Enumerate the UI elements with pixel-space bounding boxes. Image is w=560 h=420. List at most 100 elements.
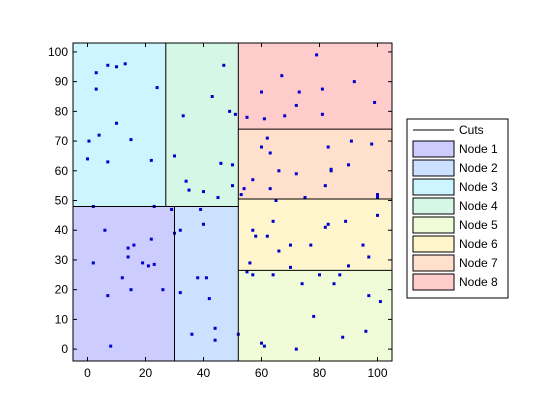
data-point (152, 262, 156, 266)
data-point (207, 297, 211, 301)
data-point (231, 163, 234, 167)
data-point (202, 190, 205, 194)
legend-label: Node 6 (459, 237, 498, 251)
data-point (373, 100, 377, 104)
data-point (349, 139, 353, 143)
data-point (289, 243, 292, 247)
x-tick-label: 80 (313, 366, 327, 380)
legend-label: Node 3 (459, 180, 498, 194)
data-point (294, 103, 298, 107)
data-point (378, 300, 382, 304)
data-point (277, 249, 281, 253)
data-point (262, 117, 266, 121)
data-point (347, 264, 350, 268)
legend-swatch-node-1 (412, 140, 455, 158)
x-tick-label: 40 (197, 366, 211, 380)
legend-swatch-node-4 (412, 197, 455, 215)
legend: Cuts Node 1 Node 2 Node 3 Node 4 Node 5 Node 6… (406, 118, 509, 299)
data-point (303, 196, 307, 200)
data-point (376, 213, 379, 217)
region-node-4 (165, 43, 239, 207)
data-point (115, 121, 118, 125)
data-point (329, 167, 333, 171)
data-point (271, 273, 275, 277)
x-tick-label: 20 (139, 366, 153, 380)
data-point (260, 145, 263, 149)
data-point (129, 138, 133, 142)
data-point (204, 276, 208, 280)
legend-label: Cuts (459, 123, 484, 137)
data-point (300, 282, 304, 286)
data-point (280, 74, 284, 78)
node-regions (73, 43, 392, 361)
data-point (190, 332, 194, 336)
data-point (242, 187, 246, 191)
x-tick-label: 60 (255, 366, 269, 380)
y-tick-label: 30 (55, 253, 69, 267)
legend-swatch-node-3 (412, 178, 455, 196)
data-point (289, 265, 292, 269)
data-point (260, 90, 263, 94)
data-point (352, 80, 356, 84)
data-point (106, 160, 110, 164)
legend-label: Node 2 (459, 161, 498, 175)
data-point (216, 196, 220, 200)
data-point (94, 71, 98, 75)
data-point (87, 139, 91, 143)
data-point (294, 172, 298, 176)
data-point (141, 261, 145, 265)
region-node-6 (238, 199, 392, 271)
data-point (103, 228, 107, 232)
data-point (312, 314, 316, 318)
plot-frame (72, 42, 393, 362)
x-tick-label: 0 (84, 366, 91, 380)
data-point (318, 273, 321, 277)
y-tick-label: 0 (61, 342, 68, 356)
legend-label: Node 5 (459, 218, 498, 232)
data-point (129, 288, 133, 292)
data-point (260, 341, 263, 345)
data-point (251, 228, 255, 232)
data-point (323, 225, 327, 229)
region-node-3 (73, 43, 166, 207)
data-point (268, 151, 272, 155)
legend-swatch-node-6 (412, 235, 455, 253)
data-point (97, 133, 101, 137)
x-axis-ticks: 0 20 40 60 80 100 (84, 43, 388, 380)
data-point (262, 344, 266, 348)
data-point (219, 161, 223, 165)
y-tick-label: 100 (48, 45, 68, 59)
data-point (109, 344, 113, 348)
data-point (178, 228, 182, 232)
data-point (115, 65, 118, 69)
data-point (297, 90, 301, 94)
data-point (376, 193, 379, 197)
data-point (309, 243, 313, 247)
region-node-2 (174, 206, 239, 361)
data-point (146, 264, 150, 268)
data-point (106, 294, 110, 298)
data-point (126, 246, 130, 250)
data-point (315, 53, 319, 57)
data-point (170, 207, 174, 211)
y-tick-label: 50 (55, 194, 69, 208)
data-point (338, 273, 342, 277)
legend-label: Node 7 (459, 256, 498, 270)
data-point (120, 276, 124, 280)
data-point (178, 291, 182, 295)
data-point (341, 335, 345, 339)
legend-swatch-node-2 (412, 159, 455, 177)
data-point (213, 338, 217, 342)
legend-label: Node 8 (459, 275, 498, 289)
data-point (213, 326, 217, 330)
data-point (228, 109, 232, 113)
data-point (326, 222, 330, 226)
region-node-8 (238, 43, 392, 130)
data-point (126, 255, 130, 259)
data-point (320, 112, 324, 116)
data-point (251, 273, 255, 277)
data-point (364, 329, 368, 333)
data-point (245, 270, 249, 274)
data-point (347, 163, 350, 167)
data-point (210, 94, 214, 98)
